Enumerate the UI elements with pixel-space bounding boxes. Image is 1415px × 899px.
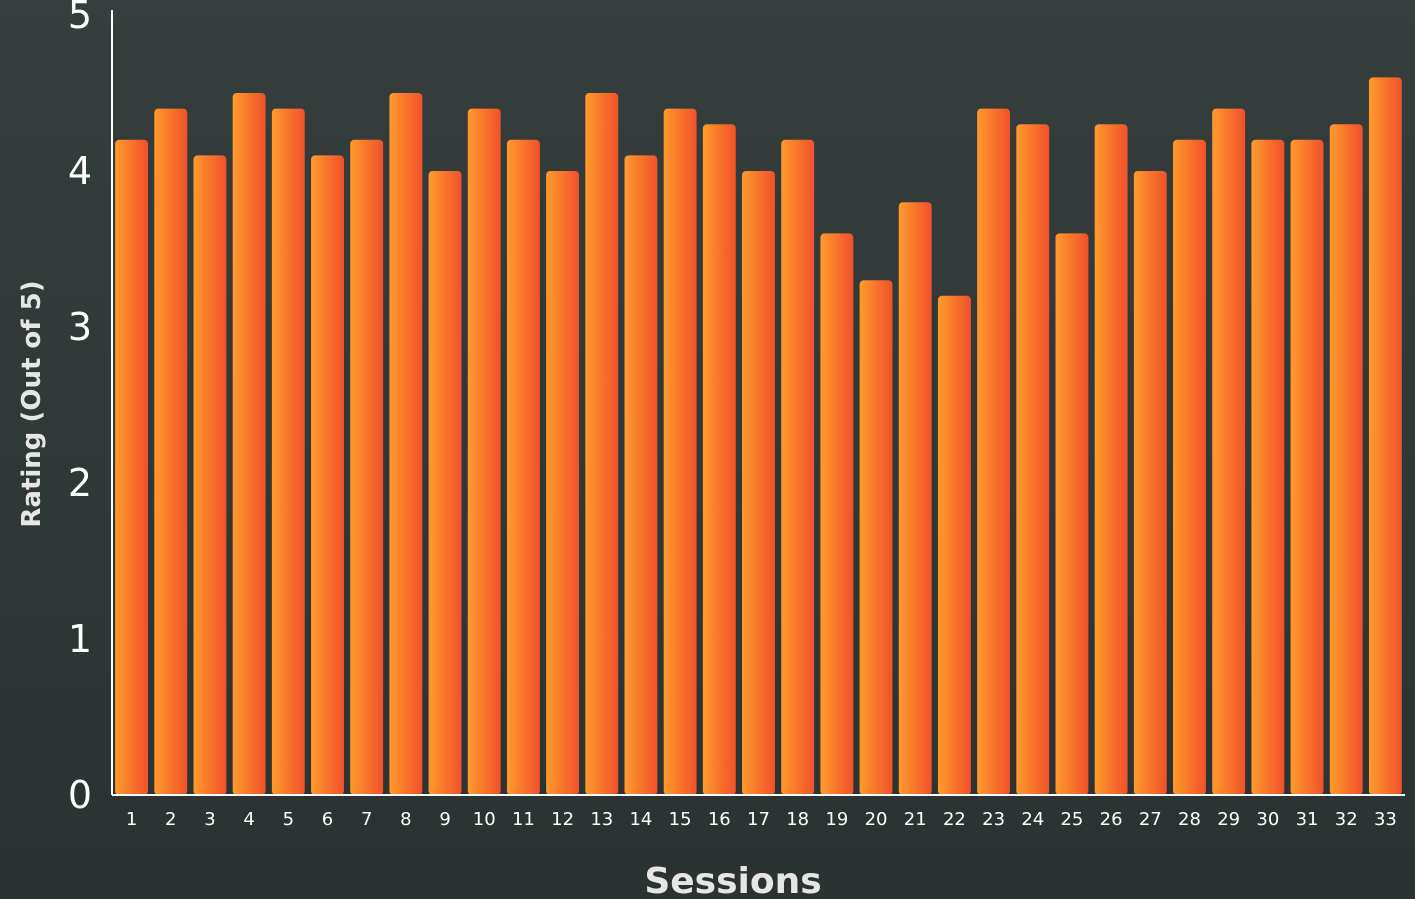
bar-session-29: [1212, 108, 1246, 796]
x-tick-label: 3: [204, 809, 215, 830]
x-tick-label: 18: [786, 809, 809, 830]
x-tick-label: 15: [669, 809, 692, 830]
x-axis-ticks: 1 2 3 4 5 6 7 8 9 10 11 12 13 14 15 16 17 18 19 20 21 22 23 24 2…: [126, 809, 1397, 830]
x-tick-label: 6: [322, 809, 333, 830]
y-tick-label: 3: [68, 305, 92, 349]
bar-session-25: [1055, 233, 1089, 795]
bars-group: [115, 77, 1402, 796]
y-tick-label: 0: [68, 773, 92, 817]
bar-session-5: [271, 108, 305, 796]
bar-session-22: [937, 295, 971, 795]
x-tick-label: 1: [126, 809, 137, 830]
x-tick-label: 4: [243, 809, 254, 830]
x-tick-label: 16: [708, 809, 731, 830]
bar-session-19: [820, 233, 854, 795]
bar-session-16: [702, 124, 736, 795]
bar-session-33: [1368, 77, 1402, 795]
bar-session-6: [311, 155, 344, 795]
bar-session-7: [350, 139, 384, 796]
bar-session-27: [1133, 171, 1167, 795]
x-tick-label: 20: [865, 809, 888, 830]
x-tick-label: 23: [982, 809, 1005, 830]
x-tick-label: 26: [1100, 809, 1123, 830]
x-tick-label: 31: [1296, 809, 1319, 830]
bar-session-1: [115, 139, 149, 796]
x-tick-label: 13: [590, 809, 613, 830]
bar-session-20: [859, 280, 893, 795]
bar-session-13: [585, 93, 619, 795]
x-tick-label: 14: [629, 809, 652, 830]
x-tick-label: 10: [473, 809, 496, 830]
x-tick-label: 12: [551, 809, 574, 830]
bar-session-17: [742, 171, 775, 795]
y-tick-label: 2: [68, 461, 92, 505]
bar-session-3: [193, 155, 227, 795]
y-tick-label: 4: [68, 149, 92, 193]
x-tick-label: 22: [943, 809, 966, 830]
x-tick-label: 17: [747, 809, 770, 830]
bar-session-9: [428, 171, 462, 795]
y-tick-label: 1: [68, 617, 92, 661]
bar-session-4: [232, 93, 266, 795]
bar-session-28: [1173, 139, 1206, 796]
y-axis-title: Rating (Out of 5): [17, 280, 47, 527]
bar-session-11: [506, 139, 540, 796]
x-tick-label: 30: [1256, 809, 1279, 830]
bar-session-18: [781, 139, 815, 796]
bar-session-8: [389, 93, 423, 795]
x-tick-label: 21: [904, 809, 927, 830]
x-tick-label: 24: [1021, 809, 1044, 830]
bar-session-26: [1094, 124, 1128, 795]
x-tick-label: 29: [1217, 809, 1240, 830]
bar-session-31: [1290, 139, 1324, 796]
x-tick-label: 27: [1139, 809, 1162, 830]
x-tick-label: 32: [1335, 809, 1358, 830]
x-tick-label: 33: [1374, 809, 1397, 830]
bar-session-2: [154, 108, 188, 796]
x-tick-label: 19: [825, 809, 848, 830]
y-axis-ticks: 0 1 2 3 4 5: [68, 0, 92, 817]
x-tick-label: 25: [1060, 809, 1083, 830]
bar-session-21: [898, 202, 932, 795]
x-tick-label: 11: [512, 809, 535, 830]
x-axis-title: Sessions: [644, 861, 821, 899]
x-tick-label: 7: [361, 809, 372, 830]
bar-session-12: [546, 171, 580, 795]
bar-session-15: [663, 108, 697, 796]
y-tick-label: 5: [68, 0, 92, 37]
bar-session-10: [467, 108, 501, 796]
x-tick-label: 9: [439, 809, 450, 830]
bar-session-32: [1329, 124, 1363, 795]
bar-session-24: [1016, 124, 1050, 795]
bar-session-14: [624, 155, 658, 795]
bar-session-23: [977, 108, 1011, 796]
bar-session-30: [1251, 139, 1285, 796]
x-tick-label: 8: [400, 809, 411, 830]
x-tick-label: 5: [283, 809, 294, 830]
x-tick-label: 2: [165, 809, 176, 830]
x-tick-label: 28: [1178, 809, 1201, 830]
